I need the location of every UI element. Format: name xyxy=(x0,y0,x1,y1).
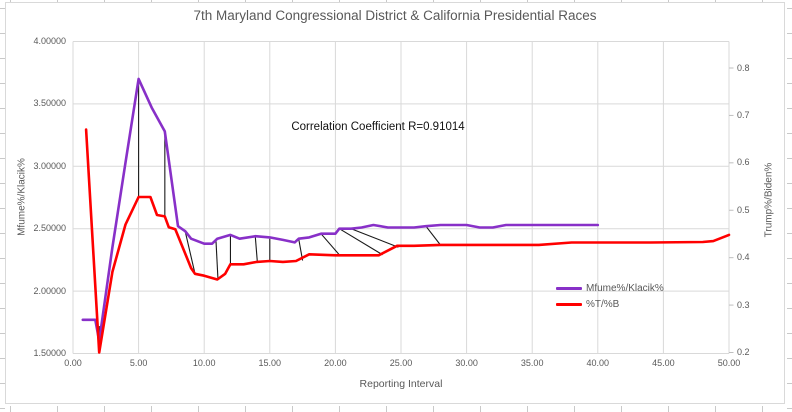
y-right-tick-label: 0.8 xyxy=(737,62,750,73)
x-tick-label: 30.00 xyxy=(455,358,478,368)
legend-swatch xyxy=(556,286,582,290)
series-line--t-b[interactable] xyxy=(84,128,731,354)
series-line-mfume-klacik-[interactable] xyxy=(81,77,600,343)
legend-label: %T/%B xyxy=(586,298,620,310)
legend[interactable]: Mfume%/Klacik% %T/%B xyxy=(556,280,664,312)
y-right-tick-label: 0.2 xyxy=(737,347,750,357)
y-left-tick-label: 4.00000 xyxy=(33,36,66,46)
y-right-tick-label: 0.7 xyxy=(737,109,750,120)
y-left-tick-label: 2.50000 xyxy=(33,223,66,234)
connector-line xyxy=(320,233,340,256)
x-tick-label: 15.00 xyxy=(258,358,282,368)
connector-line xyxy=(350,228,399,248)
x-tick-label: 0.00 xyxy=(64,358,82,368)
connector-line xyxy=(425,225,441,246)
connector-line xyxy=(254,237,258,262)
x-tick-label: 45.00 xyxy=(652,358,675,368)
x-tick-label: 40.00 xyxy=(586,358,610,368)
y-left-tick-label: 3.50000 xyxy=(33,98,66,109)
legend-label: Mfume%/Klacik% xyxy=(586,282,664,294)
y-left-tick-label: 1.50000 xyxy=(33,348,66,358)
connector-line xyxy=(184,231,196,274)
legend-item-1[interactable]: %T/%B xyxy=(556,296,664,312)
y-right-tick-label: 0.3 xyxy=(737,299,750,310)
legend-swatch xyxy=(556,302,582,306)
correlation-annotation: Correlation Coefficient R=0.91014 xyxy=(291,121,465,133)
y-left-tick-label: 3.00000 xyxy=(33,160,66,171)
connector-line xyxy=(215,241,219,280)
x-tick-label: 5.00 xyxy=(129,358,148,368)
y-right-tick-label: 0.4 xyxy=(737,252,750,263)
y-right-tick-label: 0.5 xyxy=(737,204,750,215)
x-tick-label: 20.00 xyxy=(324,358,347,368)
y-right-tick-label: 0.6 xyxy=(737,157,750,168)
legend-item-0[interactable]: Mfume%/Klacik% xyxy=(556,280,664,296)
x-tick-label: 35.00 xyxy=(520,358,544,368)
x-tick-label: 10.00 xyxy=(192,358,216,368)
x-tick-label: 25.00 xyxy=(389,358,413,368)
x-axis-title: Reporting Interval xyxy=(359,378,443,390)
y-left-tick-label: 2.00000 xyxy=(33,285,66,296)
right-axis-title: Trump%/Biden% xyxy=(763,162,775,238)
x-tick-label: 50.00 xyxy=(717,358,741,368)
connector-line xyxy=(339,228,383,256)
chart-title: 7th Maryland Congressional District & Ca… xyxy=(193,8,597,23)
